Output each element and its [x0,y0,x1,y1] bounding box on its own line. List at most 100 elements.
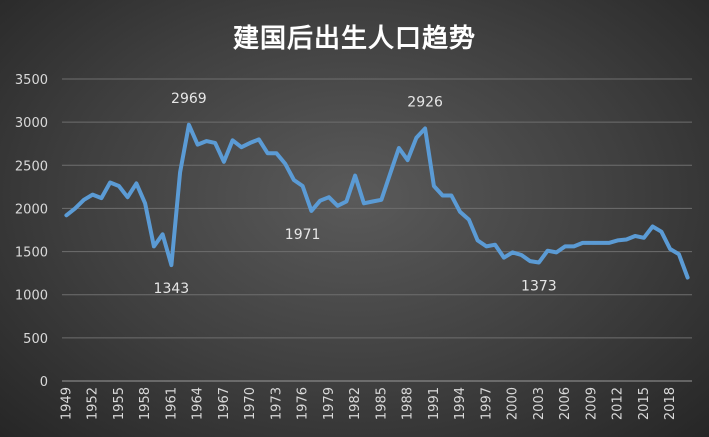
x-tick-label: 1955 [112,387,127,420]
x-tick-label: 1976 [296,387,311,420]
series-line [64,122,690,280]
data-point [108,181,112,185]
data-point [493,243,497,247]
data-point [406,158,410,162]
data-point [73,206,77,210]
data-point [353,174,357,178]
x-tick-label: 1988 [401,387,416,420]
data-point [572,244,576,248]
data-point [554,250,558,254]
data-point [91,193,95,197]
x-tick-label: 2018 [663,387,678,420]
data-point [196,143,200,147]
data-point [677,252,681,256]
data-point [204,139,208,143]
data-point [476,238,480,242]
data-point [537,261,541,265]
x-tick-label: 1982 [348,387,363,420]
data-point [169,263,173,267]
x-tick-label: 1973 [269,387,284,420]
data-point [598,241,602,245]
data-point [484,244,488,248]
data-point [274,151,278,155]
data-point [616,238,620,242]
data-point [441,193,445,197]
data-label: 1971 [285,227,321,243]
data-point [187,123,191,127]
data-label: 2969 [171,91,207,107]
data-point [642,236,646,240]
data-point [432,184,436,188]
data-label: 1343 [154,281,190,297]
x-tick-label: 2006 [558,387,573,420]
data-point [581,241,585,245]
data-point [519,253,523,257]
data-point [686,275,690,279]
data-point [231,138,235,142]
data-point [502,256,506,260]
y-tick-label: 2000 [15,202,48,217]
x-tick-label: 1952 [86,387,101,420]
y-tick-label: 3000 [15,116,48,131]
x-tick-label: 2015 [637,387,652,420]
data-point [134,181,138,185]
x-tick-label: 1964 [191,387,206,420]
x-tick-label: 1967 [217,387,232,420]
data-point [327,195,331,199]
data-point [397,146,401,150]
data-point [651,225,655,229]
y-tick-label: 1500 [15,246,48,261]
data-point [362,201,366,205]
y-tick-label: 500 [23,332,48,347]
data-point [414,136,418,140]
data-point [82,198,86,202]
data-point [283,162,287,166]
x-tick-label: 1997 [479,387,494,420]
data-point [449,193,453,197]
data-point [309,209,313,213]
x-tick-label: 1994 [453,387,468,420]
data-point [563,244,567,248]
data-point [511,250,515,254]
data-point [624,237,628,241]
data-point [213,141,217,145]
data-point [344,200,348,204]
data-point [423,127,427,131]
data-point [668,247,672,251]
x-tick-label: 1958 [138,387,153,420]
data-point [318,199,322,203]
x-tick-label: 2009 [584,387,599,420]
data-point [336,204,340,208]
data-point [388,172,392,176]
data-point [528,259,532,263]
x-tick-label: 2000 [506,387,521,420]
data-point [633,234,637,238]
data-point [659,230,663,234]
x-tick-label: 1991 [427,387,442,420]
data-point [64,213,68,217]
data-point [546,249,550,253]
x-tick-label: 1985 [374,387,389,420]
data-point [126,195,130,199]
data-point [301,184,305,188]
x-tick-label: 2012 [611,387,626,420]
data-label: 2926 [407,95,443,111]
data-point [379,198,383,202]
data-point [458,210,462,214]
y-tick-label: 1000 [15,289,48,304]
data-label: 1373 [521,279,557,295]
data-point [257,137,261,141]
data-point [143,201,147,205]
data-point [117,184,121,188]
data-point [248,141,252,145]
y-tick-label: 2500 [15,159,48,174]
y-tick-label: 3500 [15,73,48,88]
data-point [99,196,103,200]
data-point [371,200,375,204]
y-tick-label: 0 [40,375,48,390]
chart-title: 建国后出生人口趋势 [232,24,476,54]
data-point [239,145,243,149]
x-tick-label: 1961 [164,387,179,420]
